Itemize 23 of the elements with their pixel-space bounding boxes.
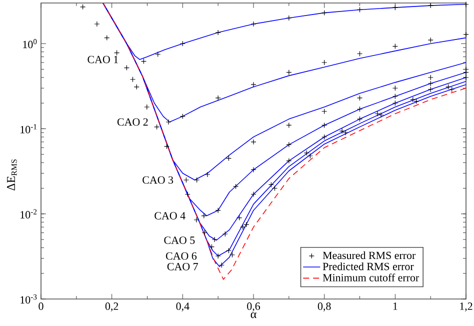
legend-label: Measured RMS error — [322, 251, 416, 260]
legend-label: Predicted RMS error — [322, 262, 414, 270]
legend-label: Minimum cutoff error — [322, 274, 420, 282]
x-tick-label: 0,2 — [105, 302, 118, 312]
annotation: CAO 7 — [167, 262, 198, 270]
y-tick-label: 10$^{0}$ — [23, 39, 37, 48]
x-tick-label: 1,2 — [460, 302, 472, 312]
annotation: CAO 1 — [88, 56, 118, 64]
y-tick-label: 10$^{-3}$ — [20, 294, 37, 304]
x-tick-label: 0,8 — [318, 302, 331, 312]
annotation: CAO 4 — [154, 212, 186, 220]
y-axis-title: ΔE$_{RMS}$ — [7, 160, 17, 190]
x-tick-label: 1 — [393, 302, 398, 310]
annotation: CAO 5 — [164, 236, 195, 244]
x-tick-label: 0,6 — [247, 302, 260, 312]
annotation: CAO 3 — [142, 176, 174, 184]
annotation: CAO 2 — [117, 118, 148, 126]
x-tick-label: 0,4 — [176, 302, 190, 312]
y-tick-label: 10$^{-1}$ — [20, 124, 37, 134]
x-axis-title: α — [250, 312, 256, 318]
y-tick-label: 10$^{-2}$ — [20, 209, 37, 218]
x-tick-label: 0 — [38, 302, 44, 310]
annotation: CAO 6 — [166, 252, 197, 260]
